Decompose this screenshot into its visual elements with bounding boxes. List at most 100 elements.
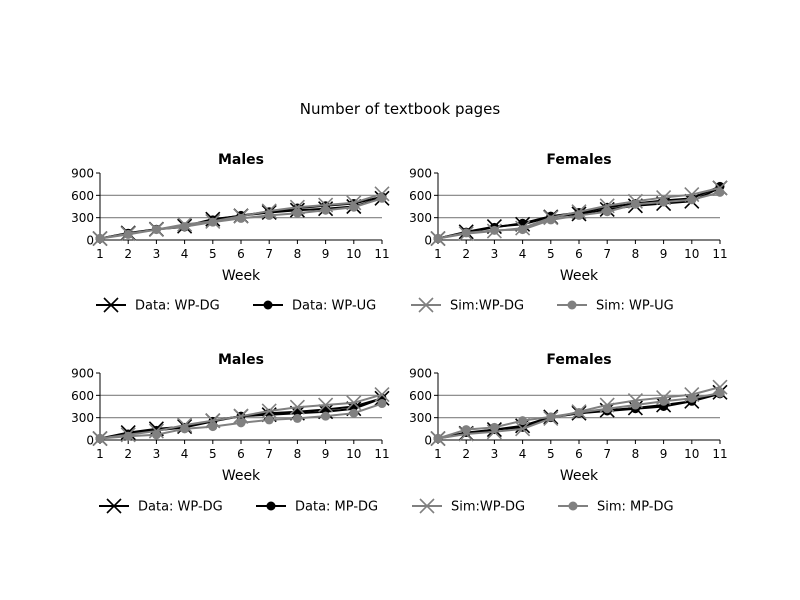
data-point bbox=[123, 431, 133, 441]
y-tick-label: 300 bbox=[71, 411, 94, 425]
data-point bbox=[261, 403, 277, 419]
x-tick-label: 3 bbox=[153, 247, 161, 261]
y-tick-label: 600 bbox=[409, 189, 432, 203]
x-tick-label: 8 bbox=[632, 447, 640, 461]
x-tick-label: 9 bbox=[322, 447, 330, 461]
legend-marker bbox=[106, 498, 122, 514]
data-point bbox=[687, 195, 697, 205]
x-tick-label: 5 bbox=[209, 447, 217, 461]
data-point bbox=[346, 395, 362, 411]
y-tick-label: 900 bbox=[71, 167, 94, 181]
x-tick-label: 11 bbox=[712, 247, 727, 261]
y-tick-label: 600 bbox=[71, 189, 94, 203]
x-tick-label: 6 bbox=[237, 447, 245, 461]
data-point bbox=[349, 408, 359, 418]
legend-label: Sim: MP-DG bbox=[597, 500, 674, 515]
x-tick-label: 10 bbox=[346, 247, 361, 261]
data-point bbox=[208, 217, 218, 227]
panel-title: Females bbox=[546, 152, 611, 168]
data-point bbox=[433, 234, 443, 244]
x-tick-label: 8 bbox=[294, 247, 302, 261]
x-axis-label: Week bbox=[560, 268, 599, 284]
data-point bbox=[712, 379, 728, 395]
legend-entry: Sim: WP-UG bbox=[557, 299, 674, 314]
data-point bbox=[95, 434, 105, 444]
legend-label: Sim:WP-DG bbox=[451, 500, 525, 515]
data-point bbox=[715, 388, 725, 398]
x-tick-label: 7 bbox=[265, 447, 273, 461]
data-point bbox=[659, 396, 669, 406]
x-tick-label: 9 bbox=[660, 247, 668, 261]
data-point bbox=[318, 397, 334, 413]
x-tick-label: 10 bbox=[684, 247, 699, 261]
legend-marker bbox=[419, 498, 435, 514]
x-tick-label: 5 bbox=[547, 247, 555, 261]
x-tick-label: 4 bbox=[181, 247, 189, 261]
panel-title: Females bbox=[546, 352, 611, 368]
legend-entry: Data: WP-DG bbox=[99, 498, 223, 515]
series-4 bbox=[433, 388, 725, 444]
x-tick-label: 3 bbox=[491, 247, 499, 261]
x-tick-label: 8 bbox=[632, 247, 640, 261]
chart-panel-3: Males 0 300 600 900 1 2 3 4 5 6 7 8 9 10 11 Week bbox=[71, 352, 390, 484]
data-point bbox=[236, 418, 246, 428]
data-point bbox=[377, 399, 387, 409]
legend-entry: Sim: MP-DG bbox=[558, 500, 674, 515]
x-tick-label: 1 bbox=[434, 247, 442, 261]
figure-title: Number of textbook pages bbox=[300, 100, 501, 118]
y-tick-label: 900 bbox=[409, 167, 432, 181]
chart-panel-1: Males 0 300 600 900 1 2 3 4 5 6 7 8 9 10 11 Week bbox=[71, 152, 390, 284]
legend-entry: Data: MP-DG bbox=[256, 500, 378, 515]
data-point bbox=[687, 393, 697, 403]
legend-entry: Sim:WP-DG bbox=[412, 498, 525, 515]
x-tick-label: 10 bbox=[346, 447, 361, 461]
data-point bbox=[289, 399, 305, 415]
legend-marker bbox=[266, 501, 276, 511]
chart-panel-2: Females 0 300 600 900 1 2 3 4 5 6 7 8 9 10 11 Week bbox=[409, 152, 728, 284]
y-tick-label: 0 bbox=[424, 234, 432, 248]
x-tick-label: 7 bbox=[603, 247, 611, 261]
x-tick-label: 2 bbox=[124, 247, 132, 261]
data-point bbox=[208, 422, 218, 432]
data-point bbox=[574, 210, 584, 220]
x-tick-label: 4 bbox=[519, 447, 527, 461]
legend-label: Data: WP-UG bbox=[292, 299, 376, 314]
legend-1: Data: WP-DG Data: WP-UG Sim:WP-DG Sim: WP-U… bbox=[96, 297, 674, 314]
data-point bbox=[180, 222, 190, 232]
legend-marker bbox=[567, 300, 577, 310]
data-point bbox=[292, 208, 302, 218]
x-tick-label: 4 bbox=[519, 247, 527, 261]
x-tick-label: 7 bbox=[603, 447, 611, 461]
legend-label: Data: WP-DG bbox=[138, 500, 223, 515]
data-point bbox=[461, 425, 471, 435]
data-point bbox=[236, 213, 246, 223]
legend-marker bbox=[418, 297, 434, 313]
data-point bbox=[292, 413, 302, 423]
data-point bbox=[518, 225, 528, 235]
data-point bbox=[264, 415, 274, 425]
x-axis-label: Week bbox=[560, 468, 599, 484]
x-tick-label: 3 bbox=[153, 447, 161, 461]
x-tick-label: 2 bbox=[124, 447, 132, 461]
data-point bbox=[518, 416, 528, 426]
x-tick-label: 5 bbox=[209, 247, 217, 261]
x-tick-label: 4 bbox=[181, 447, 189, 461]
data-point bbox=[95, 234, 105, 244]
data-point bbox=[515, 421, 531, 437]
x-tick-label: 8 bbox=[294, 447, 302, 461]
series-4 bbox=[95, 193, 387, 244]
y-tick-label: 0 bbox=[86, 234, 94, 248]
x-tick-label: 6 bbox=[237, 247, 245, 261]
data-point bbox=[321, 205, 331, 215]
data-point bbox=[461, 228, 471, 238]
legend-marker bbox=[103, 297, 119, 313]
panel-title: Males bbox=[218, 352, 264, 368]
data-point bbox=[374, 387, 390, 403]
y-tick-label: 900 bbox=[71, 367, 94, 381]
legend-marker bbox=[568, 501, 578, 511]
legend-entry: Data: WP-DG bbox=[96, 297, 220, 314]
data-point bbox=[151, 225, 161, 235]
x-tick-label: 1 bbox=[96, 447, 104, 461]
legend-label: Sim: WP-UG bbox=[596, 299, 674, 314]
